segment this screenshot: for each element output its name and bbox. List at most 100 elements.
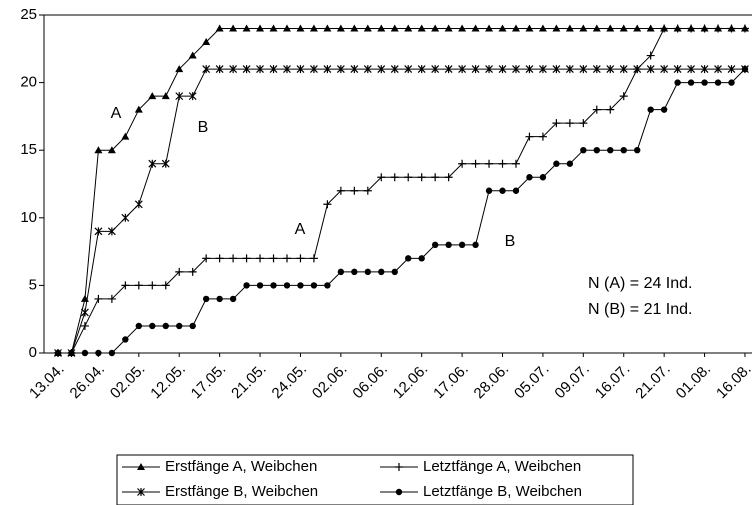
marker [566,160,574,167]
marker [592,65,601,74]
marker [660,65,669,74]
marker [122,336,129,343]
marker [283,282,291,289]
marker [310,282,318,289]
y-tick-label: 15 [20,141,37,158]
marker [269,254,278,263]
marker [607,147,614,154]
marker [431,65,440,74]
marker [256,24,265,32]
marker [511,24,520,32]
marker [472,241,479,249]
marker [417,24,426,32]
marker [378,268,385,276]
marker [121,213,130,222]
marker [148,159,157,168]
marker [336,65,345,74]
annotation: A [295,221,306,238]
marker [121,132,130,140]
marker [634,147,641,154]
marker [395,463,403,471]
marker [95,349,102,357]
marker [68,349,75,357]
marker [324,282,331,289]
marker [417,65,426,74]
marker [229,24,238,32]
marker [552,24,561,32]
marker [148,92,157,100]
marker [525,24,534,32]
annotation: B [198,119,209,136]
marker [498,24,507,32]
marker [134,200,143,209]
marker [176,322,183,330]
marker [417,173,426,182]
marker [282,24,291,32]
marker [216,295,223,303]
marker [148,281,157,290]
marker [579,65,588,74]
marker [538,24,547,32]
marker [269,65,278,74]
marker [458,65,467,74]
marker [620,147,627,154]
marker [80,321,89,330]
marker [137,488,145,496]
marker [579,119,588,128]
marker [687,79,695,86]
marker [94,294,103,303]
x-tick-label: 01.08. [673,361,715,403]
marker [81,349,89,357]
marker [81,308,89,317]
marker [283,65,291,74]
marker [336,24,345,32]
marker [700,24,709,33]
marker [107,294,116,303]
marker [215,24,224,32]
marker [526,174,533,181]
marker [336,186,345,195]
marker [229,254,238,263]
marker [444,173,453,182]
marker [296,65,305,74]
marker [444,24,453,32]
marker [592,24,601,32]
marker [646,51,655,60]
marker [296,24,305,32]
x-tick-label: 09.07. [551,361,593,403]
marker [395,488,403,496]
x-tick-label: 17.06. [430,361,472,403]
marker [485,24,494,32]
marker [296,254,305,263]
marker [94,146,103,154]
marker [552,65,561,74]
y-tick-label: 0 [29,344,37,361]
marker [458,24,467,32]
marker [270,282,277,289]
marker [269,24,278,32]
marker [256,282,264,289]
marker [350,65,359,74]
marker [471,24,480,32]
marker [499,187,506,194]
marker [606,24,615,32]
marker [188,51,197,59]
marker [323,24,332,32]
marker [323,65,332,74]
series-line [58,68,745,354]
marker [390,173,399,182]
marker [647,106,654,113]
marker [565,65,574,74]
marker [633,24,642,32]
marker [350,24,359,32]
y-tick-label: 20 [20,74,37,91]
marker [660,106,668,113]
marker [229,65,238,74]
marker [107,227,116,236]
marker [714,24,723,33]
marker [309,24,318,32]
marker [674,79,681,86]
marker [350,186,359,195]
marker [390,24,399,32]
